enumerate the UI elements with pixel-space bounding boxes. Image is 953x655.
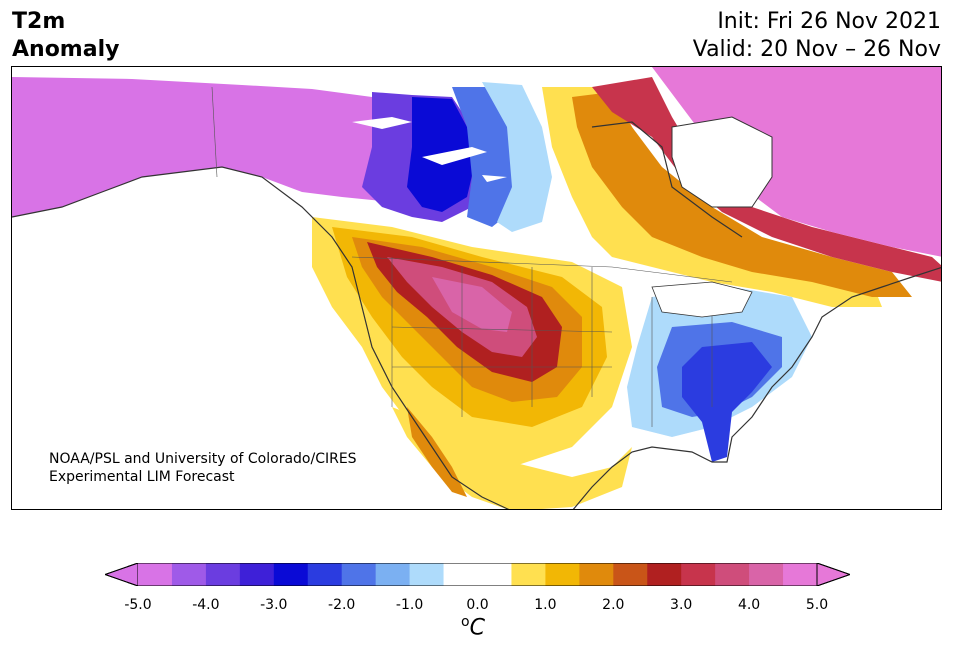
warm-band-orange: [572, 92, 912, 297]
colorbar-tick-label: -1.0: [395, 597, 424, 613]
colorbar-tick-label: 3.0: [670, 597, 693, 613]
colorbar-bin: [239, 563, 275, 586]
colorbar-bin: [613, 563, 648, 586]
colorbar-tick-label: -4.0: [192, 597, 220, 613]
cold-anomaly-northwest: [12, 77, 432, 217]
colorbar-over-arrow: [816, 563, 850, 586]
unit-label: C: [469, 615, 485, 641]
great-bear-lake: [422, 147, 487, 165]
colorbar-bin: [443, 563, 478, 586]
map-svg: [12, 67, 941, 509]
colorbar-bin: [647, 563, 682, 586]
unit-superscript: o: [461, 614, 470, 630]
colorbar-under-arrow: [105, 563, 139, 586]
credit-text: NOAA/PSL and University of Colorado/CIRE…: [49, 450, 357, 486]
warm-baja: [407, 407, 467, 497]
colorbar-tick-label: -5.0: [124, 597, 152, 613]
cold-band-4: [482, 82, 552, 232]
colorbar-tick-label: -2.0: [328, 597, 356, 613]
hudson-bay: [671, 116, 773, 208]
colorbar-unit: oC: [461, 614, 485, 640]
colorbar-bin: [783, 563, 818, 586]
colorbar-bin: [579, 563, 614, 586]
colorbar-tick-label: 1.0: [534, 597, 557, 613]
cold-southeast-deep: [682, 342, 772, 462]
map-title: T2m Anomaly: [12, 8, 119, 64]
title-line-1: T2m: [12, 9, 66, 34]
coastlines: [12, 121, 941, 509]
warm-west-pink: [432, 277, 512, 332]
title-line-2: Anomaly: [12, 37, 120, 62]
colorbar-bin: [715, 563, 750, 586]
colorbar-bin: [138, 563, 173, 586]
anomaly-map: [11, 66, 942, 510]
colorbar-bin: [545, 563, 580, 586]
lake-winnipeg: [482, 175, 507, 182]
colorbar-tick-label: -3.0: [260, 597, 288, 613]
colorbar-tick-label: 4.0: [737, 597, 761, 613]
credit-line-2: Experimental LIM Forecast: [49, 469, 235, 485]
colorbar-bin: [511, 563, 546, 586]
colorbar-tick-label: 2.0: [602, 597, 625, 613]
warm-band-red: [592, 77, 941, 282]
great-slave-lake: [352, 117, 412, 129]
colorbar-bin: [341, 563, 377, 586]
colorbar-bin: [749, 563, 784, 586]
colorbar-bin: [205, 563, 241, 586]
colorbar-bin: [375, 563, 411, 586]
colorbar: [105, 563, 850, 586]
colorbar-tick-label: 5.0: [805, 597, 829, 613]
colorbar-bin: [477, 563, 512, 586]
borders: [211, 86, 733, 427]
colorbar-bin: [409, 563, 445, 586]
valid-range: Valid: 20 Nov – 26 Nov: [692, 37, 941, 62]
colorbar-bin: [273, 563, 309, 586]
init-date: Init: Fri 26 Nov 2021: [717, 9, 941, 34]
forecast-dates: Init: Fri 26 Nov 2021 Valid: 20 Nov – 26…: [693, 8, 941, 64]
colorbar-bin: [171, 563, 207, 586]
warm-anomaly-northeast: [652, 67, 941, 257]
colorbar-bin: [681, 563, 716, 586]
great-lakes: [651, 281, 753, 318]
colorbar-tick-label: 0.0: [466, 597, 489, 613]
warm-mexico: [392, 407, 632, 509]
colorbar-bin: [307, 563, 343, 586]
credit-line-1: NOAA/PSL and University of Colorado/CIRE…: [49, 451, 357, 467]
